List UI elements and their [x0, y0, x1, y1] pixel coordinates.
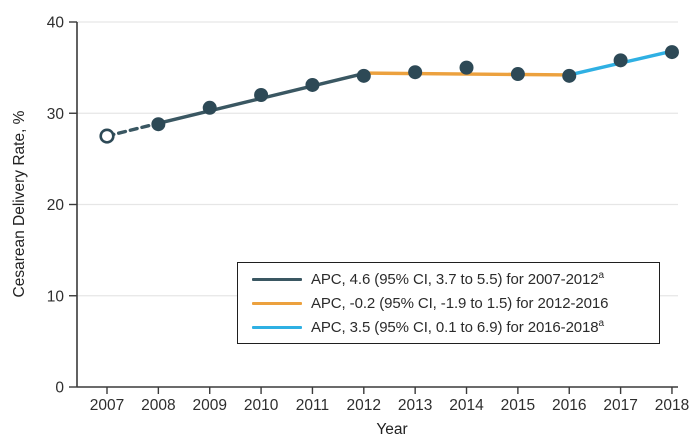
x-tick-label: 2010	[244, 397, 279, 414]
data-point-2016	[562, 68, 577, 83]
x-tick-label: 2015	[501, 397, 535, 414]
data-point-2014	[459, 60, 474, 75]
legend-item: APC, -0.2 (95% CI, -1.9 to 1.5) for 2012…	[252, 294, 659, 313]
y-tick-label: 0	[55, 380, 64, 397]
data-point-2009	[202, 100, 217, 115]
trend-segment-2007-2008	[105, 121, 161, 138]
data-point-2018	[664, 45, 679, 60]
x-tick-label: 2018	[655, 397, 689, 414]
y-axis-title: Cesarean Delivery Rate, %	[11, 110, 28, 298]
data-point-open-2007	[99, 128, 115, 144]
chart-legend: APC, 4.6 (95% CI, 3.7 to 5.5) for 2007-2…	[237, 262, 660, 344]
footnote-marker: a	[598, 270, 605, 281]
legend-item: APC, 3.5 (95% CI, 0.1 to 6.9) for 2016-2…	[252, 318, 659, 337]
data-point-2015	[510, 67, 525, 82]
footnote-marker: a	[598, 318, 605, 329]
legend-item-label: APC, -0.2 (95% CI, -1.9 to 1.5) for 2012…	[311, 295, 609, 312]
data-point-2008	[151, 117, 166, 132]
data-point-2017	[613, 53, 628, 68]
data-point-2012	[356, 68, 371, 83]
x-tick-label: 2017	[603, 397, 637, 414]
data-point-2010	[254, 88, 269, 102]
x-tick-label: 2011	[296, 397, 329, 414]
x-tick-label: 2012	[347, 397, 381, 414]
x-tick-label: 2016	[552, 397, 586, 414]
data-point-2011	[305, 77, 320, 92]
legend-item-label: APC, 3.5 (95% CI, 0.1 to 6.9) for 2016-2…	[311, 318, 605, 337]
x-tick-label: 2014	[449, 397, 484, 414]
data-point-2013	[408, 65, 423, 80]
legend-item-label: APC, 4.6 (95% CI, 3.7 to 5.5) for 2007-2…	[311, 270, 605, 289]
x-tick-label: 2013	[398, 397, 432, 414]
y-tick-label: 10	[47, 288, 65, 305]
legend-line-swatch-teal	[252, 277, 302, 282]
y-tick-label: 40	[47, 15, 65, 32]
x-axis-title: Year	[376, 421, 408, 438]
y-tick-label: 30	[47, 106, 65, 123]
x-tick-label: 2007	[90, 397, 124, 414]
legend-line-swatch-orange	[252, 301, 302, 306]
x-tick-label: 2009	[192, 397, 226, 414]
y-tick-label: 20	[47, 197, 65, 214]
legend-line-swatch-blue	[252, 325, 302, 330]
legend-item: APC, 4.6 (95% CI, 3.7 to 5.5) for 2007-2…	[252, 270, 659, 289]
x-tick-label: 2008	[141, 397, 175, 414]
